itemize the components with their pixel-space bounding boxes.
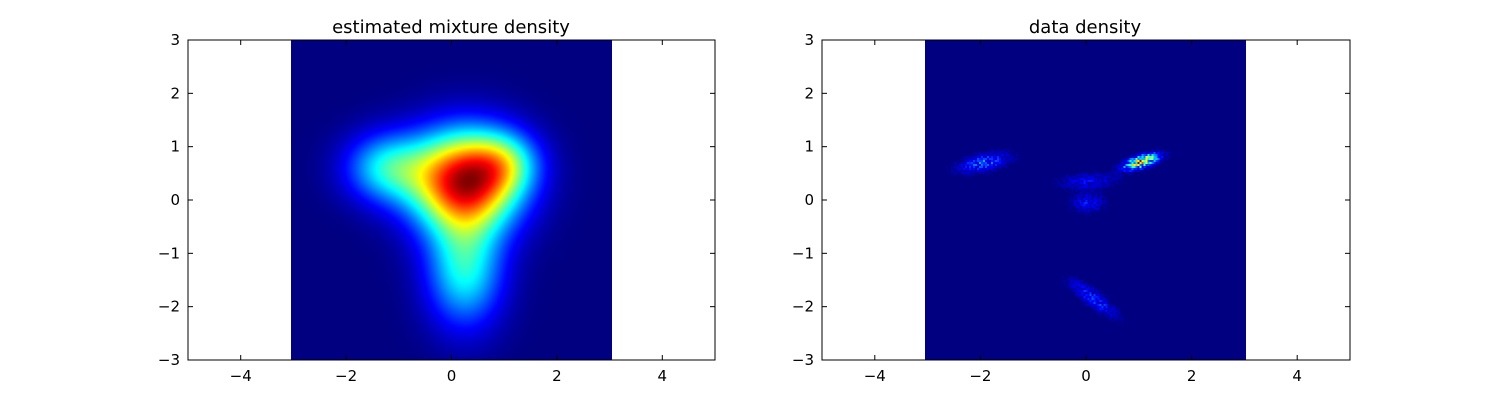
x-tick-label: 2 (552, 367, 562, 385)
x-tick-label: 4 (658, 367, 668, 385)
axes-frame (821, 39, 1351, 361)
x-tick-label: −2 (335, 367, 357, 385)
y-tick-label: 2 (804, 84, 814, 102)
y-tick-label: 3 (804, 31, 814, 49)
chart-title: estimated mixture density (332, 17, 570, 38)
density-heatmap (291, 40, 612, 360)
y-tick-label: −1 (792, 244, 814, 262)
x-tick-label: 0 (1081, 367, 1091, 385)
chart-title: data density (1029, 17, 1142, 38)
y-tick-label: −1 (158, 244, 180, 262)
axis-ticks: −4 −2 0 2 4 −3 −2 −1 0 1 2 3 (792, 31, 1350, 385)
y-tick-label: −3 (792, 351, 814, 369)
y-tick-label: 3 (170, 31, 180, 49)
x-tick-label: −4 (864, 367, 886, 385)
axes-frame (187, 39, 716, 361)
y-tick-label: −3 (158, 351, 180, 369)
y-tick-label: −2 (792, 298, 814, 316)
x-tick-label: 4 (1292, 367, 1302, 385)
panel-data-density: data density −4 −2 0 2 4 −3 −2 −1 0 1 2 3 (792, 17, 1351, 385)
y-tick-label: 2 (170, 84, 180, 102)
x-tick-label: −2 (969, 367, 991, 385)
x-tick-label: 2 (1187, 367, 1197, 385)
y-tick-label: 0 (804, 191, 814, 209)
axis-ticks: −4 −2 0 2 4 −3 −2 −1 0 1 2 3 (158, 31, 715, 385)
y-tick-label: 0 (170, 191, 180, 209)
y-tick-label: 1 (804, 138, 814, 156)
y-tick-label: 1 (170, 138, 180, 156)
panel-estimated-mixture-density: estimated mixture density −4 −2 0 2 4 −3 −2 −1 0… (158, 17, 716, 385)
x-tick-label: 0 (447, 367, 457, 385)
y-tick-label: −2 (158, 298, 180, 316)
density-heatmap (925, 40, 1246, 360)
x-tick-label: −4 (230, 367, 252, 385)
